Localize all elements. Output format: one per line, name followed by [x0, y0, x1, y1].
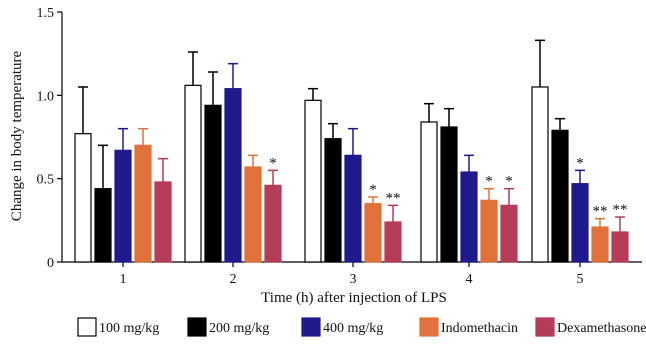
bar — [591, 226, 609, 263]
bars-group — [74, 39, 629, 263]
significance-marker: ** — [386, 190, 401, 206]
bar — [224, 88, 242, 263]
bar — [611, 231, 629, 263]
y-tick-label: 1.0 — [37, 89, 55, 104]
legend-label: 200 mg/kg — [209, 321, 269, 336]
bar — [134, 144, 152, 263]
legend-label: Indomethacin — [441, 321, 518, 336]
x-tick-label: 5 — [577, 272, 584, 287]
bar — [184, 84, 202, 263]
y-tick-label: 1.5 — [37, 6, 55, 21]
y-axis-title: Change in body temperature — [9, 50, 25, 221]
legend-label: Dexamethasone — [557, 321, 646, 336]
significance-marker: * — [485, 174, 493, 190]
bar — [324, 138, 342, 263]
significance-marker: * — [576, 155, 584, 171]
bar — [420, 121, 438, 263]
legend-label: 400 mg/kg — [323, 321, 383, 336]
x-tick-label: 1 — [120, 272, 127, 287]
bar — [480, 199, 498, 263]
legend-swatch — [301, 317, 321, 337]
significance-marker: * — [269, 155, 277, 171]
bar — [440, 126, 458, 263]
bar — [531, 86, 549, 263]
bar — [204, 104, 222, 263]
bar — [114, 149, 132, 263]
bar — [500, 204, 518, 263]
legend-swatch — [419, 317, 439, 337]
x-axis-title: Time (h) after injection of LPS — [261, 290, 447, 306]
bar — [344, 154, 362, 263]
bar — [551, 129, 569, 263]
bar — [94, 188, 112, 263]
significance-marker: ** — [593, 204, 608, 220]
significance-marker: ** — [613, 202, 628, 218]
bar — [74, 133, 92, 263]
labels-group: ***** **** ** — [269, 155, 627, 219]
legend-swatch — [77, 317, 97, 337]
bar — [304, 99, 322, 263]
bar — [154, 181, 172, 263]
y-tick-label: 0.5 — [37, 173, 55, 188]
legend-label: 100 mg/kg — [99, 321, 159, 336]
bar — [364, 203, 382, 263]
bar — [384, 221, 402, 263]
legend-swatch — [535, 317, 555, 337]
significance-marker: * — [369, 182, 377, 198]
x-tick-label: 3 — [350, 272, 357, 287]
legend: 100 mg/kg 200 mg/kg 400 mg/kg Indomethacin D… — [77, 317, 646, 337]
x-tick-label: 2 — [230, 272, 237, 287]
x-tick-label: 4 — [466, 272, 473, 287]
significance-marker: * — [505, 174, 513, 190]
y-tick-label: 0 — [47, 256, 54, 271]
bar — [244, 166, 262, 263]
bar — [571, 183, 589, 263]
legend-swatch — [187, 317, 207, 337]
bar — [460, 171, 478, 263]
bar — [264, 184, 282, 263]
